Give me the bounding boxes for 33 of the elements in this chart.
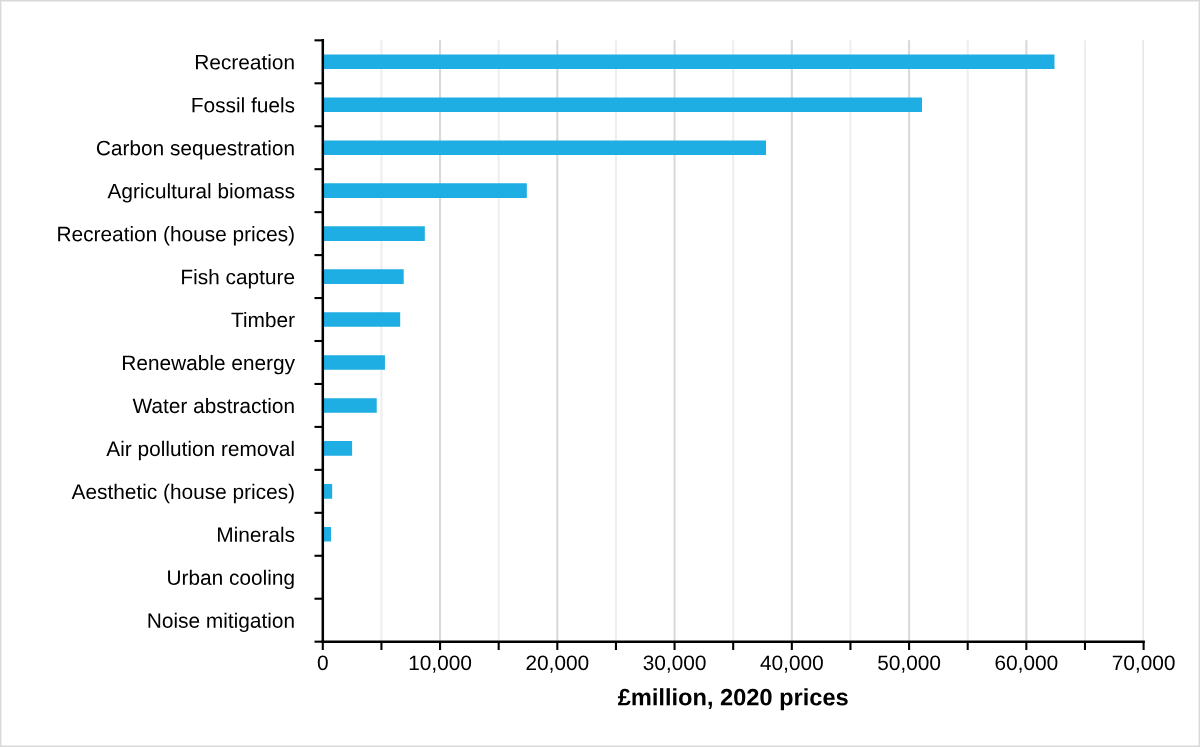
x-tick-label: 50,000 <box>878 655 941 673</box>
y-tick-label: Timber <box>231 311 295 328</box>
y-tick-label: Minerals <box>218 526 295 543</box>
y-tick-label: Agricultural biomass <box>107 183 295 203</box>
y-tick-label: Aesthetic (house prices) <box>71 483 294 504</box>
bar <box>322 183 527 198</box>
x-axis-title: £million, 2020 prices <box>617 688 848 711</box>
x-tick-label: 60,000 <box>995 655 1058 673</box>
x-tick-label: 20,000 <box>526 655 589 673</box>
bar <box>322 226 425 241</box>
y-tick-label: Recreation <box>195 54 294 70</box>
bar <box>322 97 922 113</box>
bar <box>322 269 404 284</box>
y-tick-label: Noise mitigation <box>148 612 294 633</box>
bar <box>322 355 385 370</box>
x-tick-label: 0 <box>317 655 328 671</box>
bar <box>322 54 1055 70</box>
bar <box>322 140 767 156</box>
y-tick-label: Renewable energy <box>123 354 295 375</box>
x-tick-label: 30,000 <box>643 655 706 673</box>
y-tick-label: Fossil fuels <box>192 97 295 113</box>
y-tick-label: Water abstraction <box>132 397 294 414</box>
y-tick-label: Carbon sequestration <box>96 140 294 160</box>
x-tick-label: 70,000 <box>1112 655 1175 673</box>
x-tick-label: 40,000 <box>760 655 823 673</box>
bar <box>322 312 401 327</box>
bar <box>322 398 377 413</box>
y-tick-label: Urban cooling <box>168 569 294 590</box>
y-tick-label: Recreation (house prices) <box>58 226 294 246</box>
y-tick-label: Air pollution removal <box>106 440 294 461</box>
x-tick-label: 10,000 <box>409 655 472 673</box>
bar <box>322 441 353 456</box>
y-tick-label: Fish capture <box>182 269 295 289</box>
